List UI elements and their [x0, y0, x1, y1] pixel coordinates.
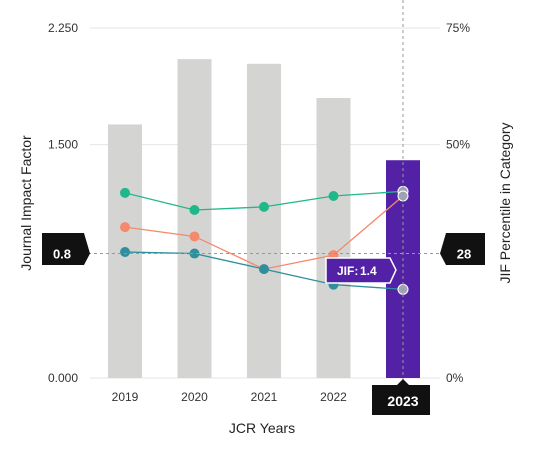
y2-tick-label: 75% — [446, 21, 470, 35]
y-tick-label: 0.000 — [48, 371, 78, 385]
crosshair-x-badge — [372, 379, 430, 415]
crosshair-left-label: 0.8 — [53, 247, 71, 262]
x-tick-label: 2022 — [320, 390, 347, 404]
bar — [316, 98, 351, 378]
x-tick-label: 2019 — [112, 390, 139, 404]
series-lines — [120, 185, 409, 295]
data-point — [189, 205, 200, 215]
tooltip-label: JIF: — [337, 264, 358, 278]
data-point — [259, 201, 269, 212]
y-tick-label: 1.500 — [48, 138, 78, 152]
y2-axis-title: JIF Percentile in Category — [497, 122, 513, 283]
annotations: 0.8 28 2023 JIF: 1.4 — [42, 233, 485, 415]
data-point — [120, 222, 130, 233]
bar — [177, 59, 212, 378]
y-tick-label: 2.250 — [48, 21, 78, 35]
crosshair — [52, 0, 450, 385]
y2-axis-ticks: 0% 50% 75% — [446, 21, 470, 385]
bars — [108, 59, 420, 379]
tooltip-value: 1.4 — [360, 264, 377, 278]
data-point — [189, 248, 200, 259]
x-axis-ticks: 2019 2020 2021 2022 — [112, 390, 348, 404]
y-axis-ticks: 0.000 1.500 2.250 — [48, 21, 78, 385]
crosshair-right-label: 28 — [457, 247, 471, 262]
crosshair-left-badge — [42, 233, 90, 265]
tooltip-box — [325, 257, 397, 284]
data-point — [259, 264, 269, 275]
x-axis-title: JCR Years — [229, 420, 295, 436]
data-point — [120, 187, 130, 198]
y-axis-title: Journal Impact Factor — [18, 135, 34, 271]
y2-tick-label: 0% — [446, 371, 464, 385]
x-tick-label: 2021 — [251, 390, 278, 404]
x-tick-label: 2020 — [181, 390, 208, 404]
data-point — [328, 191, 339, 201]
y2-tick-label: 50% — [446, 138, 470, 152]
data-point — [189, 231, 200, 242]
bar — [247, 63, 281, 379]
data-point — [120, 247, 130, 257]
crosshair-x-label: 2023 — [387, 393, 418, 409]
crosshair-right-badge — [440, 233, 485, 265]
